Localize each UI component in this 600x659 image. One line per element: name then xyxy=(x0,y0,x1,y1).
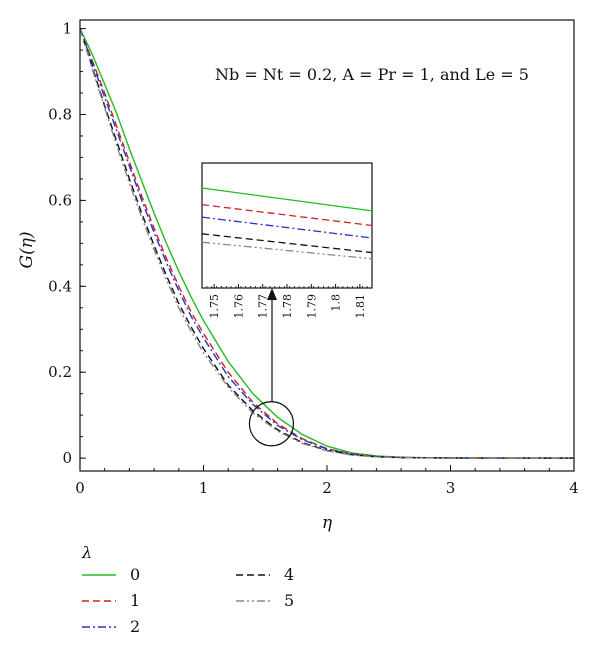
y-axis-label: G(η) xyxy=(17,231,37,268)
legend-label-1: 1 xyxy=(130,591,140,610)
inset-series-line-5 xyxy=(201,241,373,260)
inset-x-tick-label: 1.77 xyxy=(257,294,270,319)
inset-frame xyxy=(201,162,373,289)
x-tick-label: 3 xyxy=(446,479,456,497)
y-tick-label: 0 xyxy=(62,449,72,467)
y-tick-label: 0.8 xyxy=(48,105,72,123)
inset-series-line-4 xyxy=(201,233,373,254)
series-line-5 xyxy=(79,28,575,459)
inset-series-line-0 xyxy=(201,187,373,212)
y-tick-label: 0.4 xyxy=(48,277,72,295)
zoom-arrowhead xyxy=(267,288,277,300)
legend: λ 0 1 2 4 5 xyxy=(81,543,294,636)
chart-annotation: Nb = Nt = 0.2, A = Pr = 1, and Le = 5 xyxy=(215,65,529,84)
y-tick-label: 0.2 xyxy=(48,363,72,381)
inset-plot: 1.75 1.76 1.77 1.78 1.79 1.8 1.81 xyxy=(201,162,373,319)
inset-ticks: 1.75 1.76 1.77 1.78 1.79 1.8 1.81 xyxy=(201,284,373,319)
x-tick-label: 1 xyxy=(199,479,209,497)
series-line-2 xyxy=(79,28,575,459)
inset-x-tick-label: 1.78 xyxy=(281,294,294,319)
inset-x-tick-label: 1.75 xyxy=(208,294,221,319)
inset-x-tick-label: 1.81 xyxy=(354,294,367,319)
inset-series-line-2 xyxy=(201,216,373,239)
inset-lines xyxy=(201,187,373,260)
x-tick-label: 2 xyxy=(322,479,332,497)
y-tick-label: 0.6 xyxy=(48,191,72,209)
series-line-4 xyxy=(79,28,575,459)
legend-label-0: 0 xyxy=(130,565,140,584)
y-tick-label: 1 xyxy=(62,20,72,38)
legend-label-4: 4 xyxy=(284,565,294,584)
x-tick-label: 0 xyxy=(75,479,85,497)
inset-x-tick-label: 1.76 xyxy=(232,294,245,319)
inset-series-line-1 xyxy=(201,204,373,227)
legend-label-2: 2 xyxy=(130,617,140,636)
axis-ticks: 0 1 2 3 4 0 0.2 0.4 0.6 0.8 1 xyxy=(48,20,579,497)
legend-label-5: 5 xyxy=(284,591,294,610)
inset-x-tick-label: 1.79 xyxy=(305,294,318,319)
x-axis-label: η xyxy=(322,513,333,533)
legend-title: λ xyxy=(81,543,92,562)
inset-x-tick-label: 1.8 xyxy=(330,294,343,312)
x-tick-label: 4 xyxy=(569,479,579,497)
main-plot-lines xyxy=(79,28,575,459)
